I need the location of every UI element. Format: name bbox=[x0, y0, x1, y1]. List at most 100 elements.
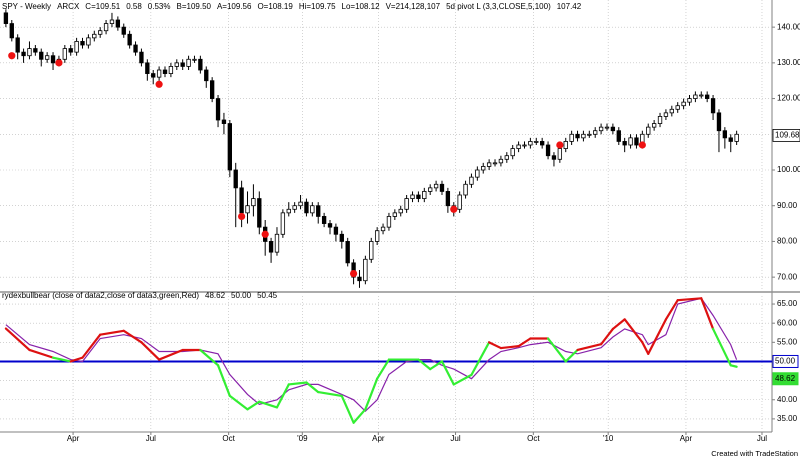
candle-body bbox=[699, 94, 704, 97]
y-tick-label: 140.00 bbox=[777, 22, 800, 31]
indicator-segment bbox=[611, 318, 626, 331]
indicator-segment bbox=[499, 345, 520, 350]
candle-body bbox=[115, 19, 121, 28]
x-tick-label: Apr bbox=[372, 434, 385, 443]
indicator-segment bbox=[364, 377, 379, 411]
indicator-line bbox=[5, 297, 738, 413]
candle-body bbox=[174, 62, 179, 67]
header-item: 107.42 bbox=[557, 2, 582, 11]
y-tick-label: 120.00 bbox=[777, 94, 800, 103]
candle-body bbox=[516, 144, 521, 149]
candle-body bbox=[422, 191, 427, 199]
indicator-segment bbox=[429, 360, 444, 371]
indicator-segment bbox=[216, 364, 231, 398]
indicator-segment bbox=[81, 333, 102, 359]
indicator-segment bbox=[352, 408, 367, 424]
candle-body bbox=[257, 198, 262, 228]
candle-body bbox=[439, 183, 445, 192]
candle-body bbox=[21, 51, 26, 57]
candle-body bbox=[86, 37, 91, 46]
y-tick-label: 90.00 bbox=[777, 201, 798, 210]
indicator-segment bbox=[199, 348, 220, 367]
pivot-marker bbox=[261, 230, 269, 238]
candle-body bbox=[103, 23, 109, 32]
candle-body bbox=[598, 126, 604, 132]
header-item: 0.53% bbox=[148, 2, 171, 11]
candle-body bbox=[27, 48, 32, 57]
indicator-segment bbox=[440, 360, 455, 386]
candle-body bbox=[386, 216, 392, 228]
indicator-readout: 48.62 bbox=[205, 291, 226, 300]
readout-box bbox=[772, 354, 799, 368]
candle-body bbox=[433, 183, 439, 189]
y-tick-label: 100.00 bbox=[777, 165, 800, 174]
pivot-marker bbox=[349, 269, 358, 278]
candle-body bbox=[557, 148, 563, 160]
indicator-title: rydexbullbear (close of data2,close of d… bbox=[2, 291, 199, 300]
candle-body bbox=[145, 62, 150, 74]
candle-body bbox=[50, 55, 56, 64]
candle-body bbox=[622, 141, 627, 146]
indicator-segment bbox=[641, 341, 650, 355]
pivot-marker bbox=[238, 212, 246, 221]
candle-body bbox=[304, 201, 309, 214]
candle-body bbox=[274, 233, 280, 253]
candle-body bbox=[416, 194, 421, 199]
candle-body bbox=[593, 130, 598, 135]
candle-body bbox=[722, 130, 728, 139]
indicator-readout: 50.45 bbox=[257, 291, 278, 300]
candle-body bbox=[39, 51, 44, 60]
candle-body bbox=[209, 80, 215, 99]
candle-body bbox=[604, 126, 610, 129]
candle-body bbox=[374, 230, 380, 242]
candle-body bbox=[492, 162, 498, 165]
candle-body bbox=[475, 169, 480, 178]
indicator-segment bbox=[488, 341, 503, 350]
candle-body bbox=[215, 98, 221, 121]
candle-body bbox=[716, 112, 722, 132]
candle-body bbox=[545, 144, 551, 157]
candle-body bbox=[198, 58, 203, 71]
pivot-marker bbox=[8, 52, 16, 60]
x-tick-label: Jul bbox=[757, 434, 767, 443]
candle-body bbox=[404, 198, 409, 210]
indicator-segment bbox=[711, 327, 732, 367]
indicator-segment bbox=[140, 341, 161, 361]
candle-body bbox=[522, 144, 527, 147]
candle-body bbox=[610, 126, 616, 132]
header-item: B=109.50 bbox=[176, 2, 211, 11]
candle-body bbox=[681, 101, 686, 107]
header-item: A=109.56 bbox=[217, 2, 252, 11]
candle-body bbox=[62, 48, 67, 60]
y-tick-label: 40.00 bbox=[777, 395, 798, 404]
candle-body bbox=[233, 169, 238, 189]
y-tick-label: 60.00 bbox=[777, 318, 798, 327]
candle-body bbox=[345, 241, 350, 264]
candle-body bbox=[15, 37, 20, 53]
candle-body bbox=[481, 166, 486, 171]
candle-body bbox=[634, 137, 639, 146]
indicator-segment bbox=[305, 381, 320, 394]
candle-body bbox=[268, 241, 274, 253]
candle-body bbox=[127, 33, 132, 46]
x-tick-label: '09 bbox=[297, 434, 308, 443]
candle-body bbox=[445, 191, 451, 207]
x-tick-label: '10 bbox=[603, 434, 614, 443]
header-item: V=214,128,107 bbox=[386, 2, 441, 11]
candle-body bbox=[151, 73, 156, 78]
header-item: Hi=109.75 bbox=[299, 2, 336, 11]
candle-body bbox=[616, 130, 621, 142]
candle-body bbox=[162, 69, 168, 74]
candle-body bbox=[239, 187, 244, 214]
candle-body bbox=[369, 241, 374, 260]
candle-body bbox=[569, 133, 574, 142]
indicator-segment bbox=[122, 329, 143, 344]
candle-body bbox=[74, 41, 79, 53]
candle-body bbox=[321, 216, 327, 224]
candle-body bbox=[693, 94, 698, 99]
candle-body bbox=[687, 98, 692, 103]
y-tick-label: 55.00 bbox=[777, 337, 798, 346]
candle-body bbox=[651, 123, 657, 128]
